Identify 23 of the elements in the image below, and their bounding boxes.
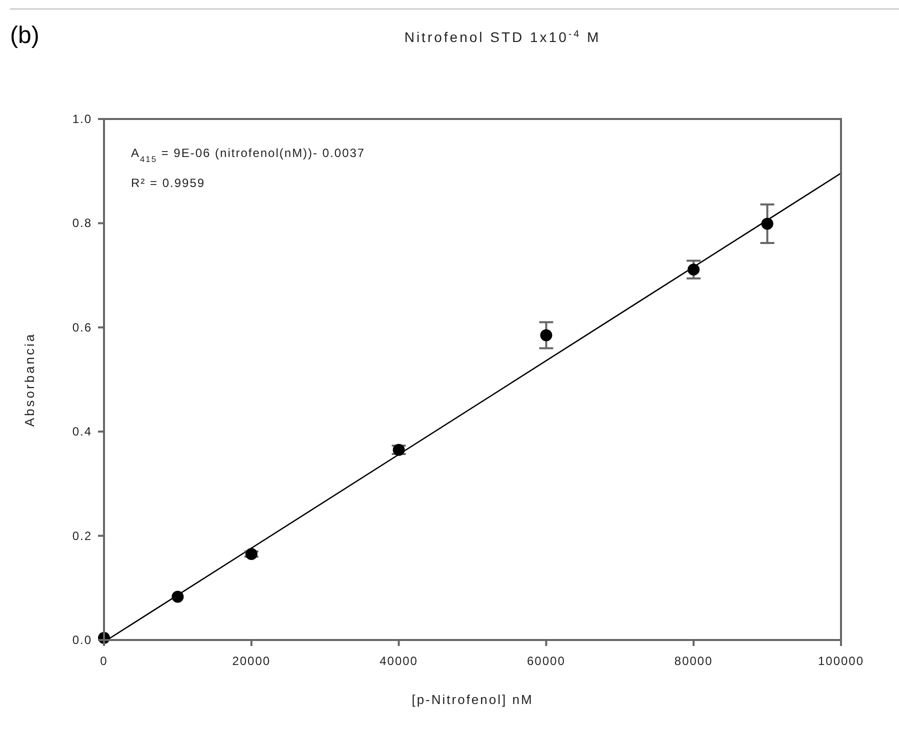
y-tick-label: 0.4 xyxy=(72,424,92,439)
y-tick-label: 1.0 xyxy=(72,112,92,126)
point xyxy=(540,329,552,342)
x-tick-label: 60000 xyxy=(527,654,566,668)
y-tick-label: 0.6 xyxy=(72,320,92,334)
x-tick-label: 20000 xyxy=(232,654,271,668)
annotation: R² = 0.9959 xyxy=(131,176,206,190)
y-tick-label: 0.2 xyxy=(72,528,92,543)
y-tick-label: 0.0 xyxy=(72,633,92,647)
annotation: A$_{415}$ = 9E-06 (nitrofenol(nM))- 0.0037 xyxy=(131,146,366,164)
point xyxy=(245,548,258,560)
y-tick-label: 0.8 xyxy=(72,216,92,230)
text: (b) xyxy=(10,22,40,49)
point xyxy=(688,264,700,276)
x-tick-label: 100000 xyxy=(818,654,864,668)
point xyxy=(761,218,774,230)
chart-title: Nitrofenol STD 1x10$^{-4}$ M xyxy=(404,28,601,45)
x-tick-label: 0 xyxy=(100,654,108,668)
point xyxy=(172,590,184,603)
y-axis-title: Absorbancia xyxy=(22,332,37,427)
x-axis-title: [p-Nitrofenol] nM xyxy=(412,692,534,707)
x-tick-label: 80000 xyxy=(674,654,713,668)
x-tick-label: 40000 xyxy=(380,654,418,668)
